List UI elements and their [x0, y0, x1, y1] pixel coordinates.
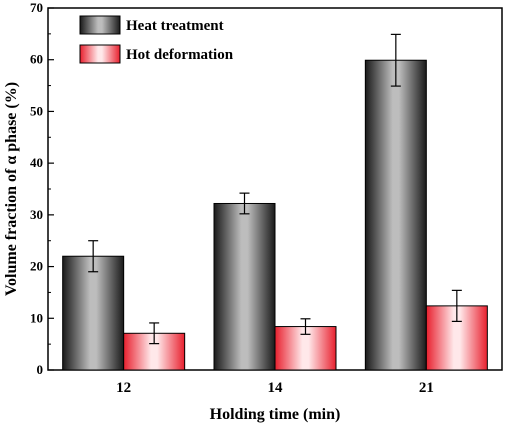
y-tick-label: 0: [37, 362, 44, 377]
legend-label-hot-deformation: Hot deformation: [126, 47, 234, 63]
x-tick-label: 21: [419, 380, 434, 396]
x-tick-label: 14: [268, 380, 284, 396]
bars: [62, 59, 488, 371]
y-tick-label: 50: [30, 103, 43, 118]
legend: Heat treatment Hot deformation: [79, 15, 234, 64]
legend-swatch-hot-deformation: [79, 44, 121, 64]
legend-swatch-heat-treatment: [79, 15, 121, 35]
x-tick-label: 12: [116, 380, 131, 396]
bar-heat-treatment-21: [364, 59, 427, 371]
y-tick-label: 30: [30, 207, 43, 222]
bar-heat-treatment-12: [62, 255, 125, 371]
bar-hot-deformation-21: [425, 305, 488, 371]
error-bars: [88, 33, 462, 345]
y-tick-label: 40: [30, 155, 43, 170]
bar-heat-treatment-14: [213, 202, 276, 371]
x-axis-title: Holding time (min): [210, 406, 341, 423]
legend-label-heat-treatment: Heat treatment: [126, 18, 224, 34]
y-tick-label: 60: [30, 52, 43, 67]
x-axis-ticks: 12 14 21: [116, 364, 434, 396]
y-tick-label: 10: [30, 310, 43, 325]
y-axis-title: Volume fraction of α phase (%): [3, 82, 20, 296]
y-axis-ticks: 0 10 20 30 40 50 60 70: [30, 0, 54, 377]
y-tick-label: 70: [30, 0, 43, 15]
y-tick-label: 20: [30, 259, 43, 274]
